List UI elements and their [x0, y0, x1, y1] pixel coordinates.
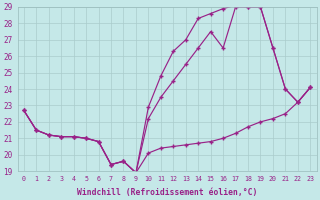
X-axis label: Windchill (Refroidissement éolien,°C): Windchill (Refroidissement éolien,°C): [77, 188, 257, 197]
